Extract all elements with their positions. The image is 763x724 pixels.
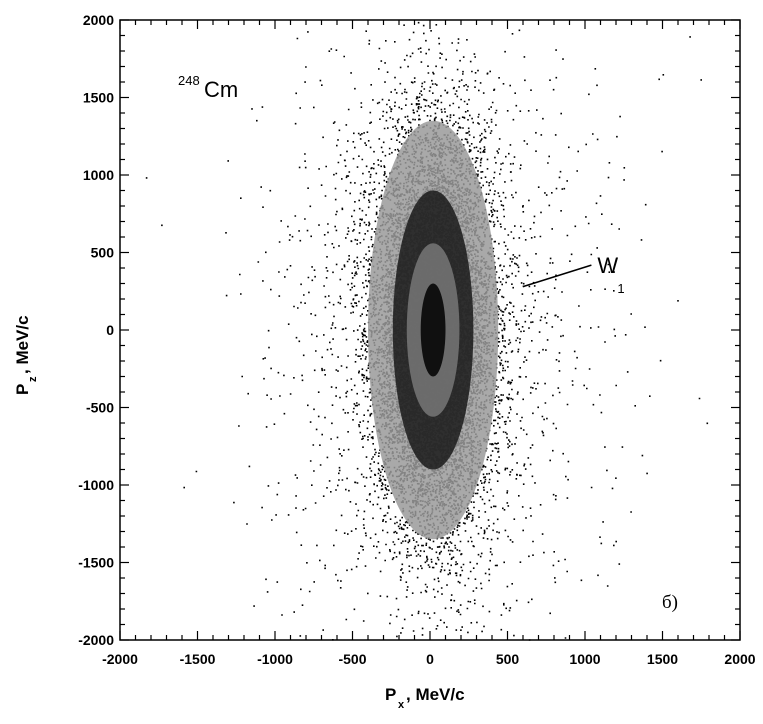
y-tick-label: 0 [106, 322, 114, 338]
x-tick-label: -500 [338, 651, 366, 667]
y-tick-label: -1000 [78, 477, 114, 493]
x-tick-label: -1500 [180, 651, 216, 667]
nucleus-symbol: Cm [204, 77, 238, 102]
annotation-subscript: 1 [617, 281, 624, 296]
annotation-label: W [597, 253, 618, 278]
panel-label: б) [662, 592, 678, 613]
y-axis-label-unit: , MeV/c [13, 315, 32, 374]
x-axis-label-sub: x [398, 699, 405, 711]
x-tick-label: 1000 [569, 651, 600, 667]
x-tick-label: 500 [496, 651, 520, 667]
y-axis-label-sub: z [27, 376, 39, 382]
y-tick-label: -1500 [78, 555, 114, 571]
tick-labels: -2000 -1500 -1000 -500 0 500 1000 1500 200020001… [78, 12, 756, 667]
annotation-pointer-line [522, 264, 592, 288]
nucleus-mass-number: 248 [178, 73, 200, 88]
y-tick-label: 1000 [83, 167, 114, 183]
density-contours [368, 120, 499, 540]
contour-highest [420, 283, 446, 377]
x-tick-label: -1000 [257, 651, 293, 667]
y-tick-label: 1500 [83, 90, 114, 106]
y-tick-label: 2000 [83, 12, 114, 28]
y-tick-label: -2000 [78, 632, 114, 648]
plot-axes [119, 19, 741, 641]
y-tick-label: 500 [91, 245, 115, 261]
x-tick-label: 1500 [647, 651, 678, 667]
x-axis-label-unit: , MeV/c [406, 685, 465, 704]
x-tick-label: 2000 [724, 651, 755, 667]
x-tick-label: -2000 [102, 651, 138, 667]
x-axis-label-main: P [385, 685, 396, 704]
x-tick-label: 0 [426, 651, 434, 667]
y-tick-label: -500 [86, 400, 114, 416]
y-axis-label-main: P [13, 384, 32, 395]
